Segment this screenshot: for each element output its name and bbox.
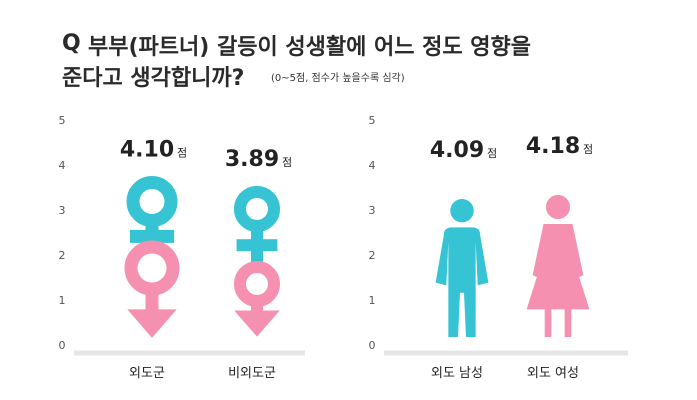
female-male-symbol-icon	[124, 176, 180, 338]
female-symbol-ring	[234, 185, 280, 232]
y-tick-label: 0	[59, 339, 66, 352]
y-tick-label: 2	[369, 249, 376, 262]
y-tick-label: 5	[59, 114, 66, 127]
woman-leg-right	[564, 307, 572, 337]
y-tick-label: 3	[369, 204, 376, 217]
female-symbol-ring	[126, 176, 178, 227]
category-label: 외도 남성	[431, 366, 483, 381]
data-value-label: 4.10	[120, 138, 174, 163]
man-body	[435, 227, 489, 337]
woman-head	[545, 194, 571, 220]
category-label: 외도군	[129, 366, 165, 381]
female-symbol-cross	[129, 229, 175, 243]
male-symbol-arrow	[127, 309, 177, 338]
man-head	[450, 198, 474, 223]
male-symbol-ring	[234, 261, 280, 307]
data-unit-label: 점	[487, 147, 497, 160]
question-note: (0~5점, 점수가 높을수록 심각)	[271, 73, 405, 84]
y-tick-label: 0	[369, 339, 376, 352]
y-tick-label: 1	[59, 294, 66, 307]
question-title-line2: 준다고 생각합니까?	[62, 66, 245, 91]
female-symbol-cross	[236, 239, 278, 252]
woman-leg-left	[544, 307, 552, 337]
data-value-label: 4.18	[526, 134, 580, 159]
female-male-symbol-icon	[234, 185, 280, 337]
data-unit-label: 점	[583, 143, 593, 156]
data-unit-label: 점	[282, 156, 292, 169]
y-tick-label: 4	[369, 159, 376, 172]
question-title-line1: 부부(파트너) 갈등이 성생활에 어느 정도 영향을	[88, 35, 531, 60]
male-symbol-ring	[124, 240, 180, 296]
y-tick-label: 5	[369, 114, 376, 127]
question-mark-label: Q	[62, 31, 81, 56]
woman-dress	[526, 224, 590, 310]
data-value-label: 3.89	[225, 147, 279, 172]
woman-figure-icon	[526, 194, 590, 337]
category-label: 외도 여성	[527, 366, 579, 381]
data-unit-label: 점	[177, 147, 187, 160]
y-tick-label: 3	[59, 204, 66, 217]
y-tick-label: 1	[369, 294, 376, 307]
data-value-label: 4.09	[430, 138, 484, 163]
y-tick-label: 4	[59, 159, 66, 172]
category-label: 비외도군	[228, 366, 276, 381]
male-symbol-arrow	[234, 310, 280, 337]
man-figure-icon	[435, 198, 489, 337]
y-tick-label: 2	[59, 249, 66, 262]
